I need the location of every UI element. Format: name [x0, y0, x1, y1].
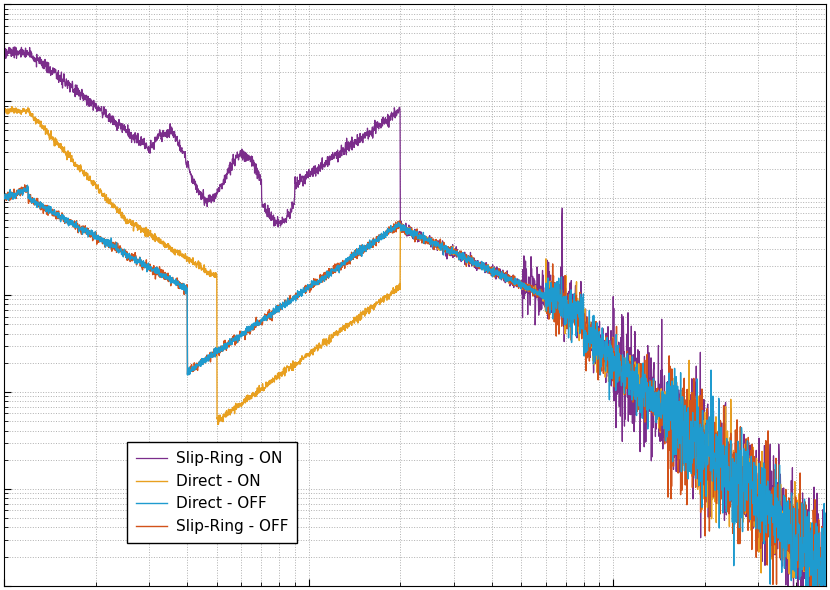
Legend: Slip-Ring - ON, Direct - ON, Direct - OFF, Slip-Ring - OFF: Slip-Ring - ON, Direct - ON, Direct - OF…: [127, 442, 297, 543]
Slip-Ring - ON: [0, 42, 9, 50]
Slip-Ring - OFF: [20, 181, 30, 188]
Direct - ON: [0, 109, 9, 116]
Direct - ON: [350, 314, 360, 322]
Slip-Ring - OFF: [716, 473, 726, 480]
Direct - ON: [805, 550, 815, 558]
Line: Direct - ON: Direct - ON: [4, 107, 826, 590]
Line: Slip-Ring - ON: Slip-Ring - ON: [4, 46, 826, 590]
Slip-Ring - ON: [315, 165, 325, 172]
Direct - ON: [93, 181, 103, 188]
Line: Direct - OFF: Direct - OFF: [4, 185, 826, 590]
Direct - OFF: [821, 554, 830, 561]
Line: Slip-Ring - OFF: Slip-Ring - OFF: [4, 185, 826, 590]
Direct - OFF: [805, 551, 815, 558]
Direct - OFF: [716, 441, 726, 448]
Slip-Ring - OFF: [350, 247, 360, 254]
Slip-Ring - OFF: [805, 545, 815, 552]
Direct - OFF: [22, 182, 32, 189]
Direct - ON: [142, 225, 152, 232]
Direct - ON: [7, 103, 17, 110]
Slip-Ring - ON: [350, 139, 360, 146]
Direct - OFF: [0, 195, 9, 202]
Direct - ON: [315, 344, 325, 351]
Direct - OFF: [142, 268, 152, 276]
Direct - OFF: [315, 276, 325, 283]
Slip-Ring - ON: [93, 106, 103, 113]
Slip-Ring - ON: [142, 144, 152, 151]
Slip-Ring - ON: [805, 529, 815, 536]
Direct - ON: [716, 440, 726, 447]
Direct - OFF: [350, 251, 360, 258]
Direct - ON: [821, 559, 830, 566]
Slip-Ring - OFF: [315, 280, 325, 287]
Slip-Ring - OFF: [821, 543, 830, 550]
Slip-Ring - OFF: [93, 238, 103, 245]
Slip-Ring - ON: [716, 468, 726, 475]
Slip-Ring - OFF: [142, 263, 152, 270]
Slip-Ring - OFF: [0, 195, 9, 202]
Direct - OFF: [93, 232, 103, 239]
Slip-Ring - ON: [0, 44, 9, 51]
